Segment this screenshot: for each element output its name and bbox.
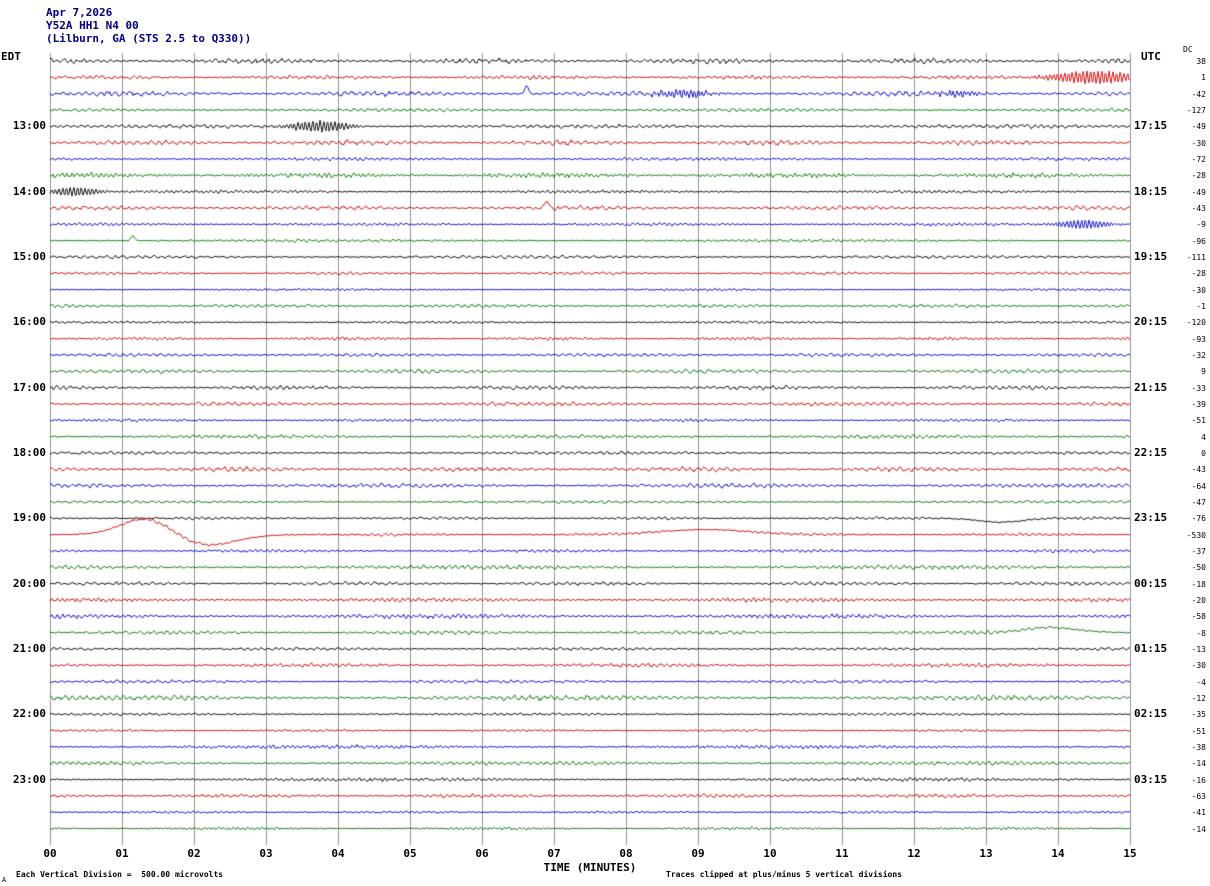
right-axis-label: UTC <box>1141 50 1161 63</box>
dc-offset-value: -51 <box>1191 416 1206 426</box>
dc-offset-value: -28 <box>1191 171 1206 181</box>
x-tick-label: 11 <box>835 847 849 860</box>
dc-offset-value: -38 <box>1191 742 1206 752</box>
dc-offset-value: -14 <box>1191 759 1206 769</box>
x-tick-label: 14 <box>1051 847 1065 860</box>
dc-offset-value: -4 <box>1196 677 1206 687</box>
dc-offset-value: -47 <box>1191 497 1206 507</box>
dc-offset-value: -51 <box>1191 726 1206 736</box>
dc-offset-value: -28 <box>1191 269 1206 279</box>
dc-offset-value: -49 <box>1191 122 1206 132</box>
left-time-label: 22:00 <box>12 707 46 721</box>
dc-offset-value: -120 <box>1186 318 1206 328</box>
right-time-label: 02:15 <box>1134 707 1168 721</box>
dc-offset-value: -64 <box>1191 481 1206 491</box>
right-time-label: 03:15 <box>1134 772 1168 786</box>
dc-offset-value: -33 <box>1191 383 1206 393</box>
right-time-label: 01:15 <box>1134 641 1168 655</box>
dc-offset-value: -41 <box>1191 808 1206 818</box>
dc-offset-value: -50 <box>1191 563 1206 573</box>
clip-note: Traces clipped at plus/minus 5 vertical … <box>666 870 903 879</box>
dc-offset-value: -30 <box>1191 138 1206 148</box>
dc-offset-value: -43 <box>1191 465 1206 475</box>
right-time-label: 00:15 <box>1134 576 1168 590</box>
dc-offset-value: -42 <box>1191 89 1206 99</box>
x-tick-label: 01 <box>115 847 129 860</box>
dc-offset-value: -49 <box>1191 187 1206 197</box>
x-tick-label: 09 <box>691 847 705 860</box>
x-tick-label: 12 <box>907 847 921 860</box>
dc-offset-value: -12 <box>1191 693 1206 703</box>
dc-offset-value: 9 <box>1201 367 1206 377</box>
x-tick-label: 06 <box>475 847 489 860</box>
left-time-label: 14:00 <box>12 184 46 198</box>
left-time-label: 16:00 <box>12 315 46 329</box>
x-axis-title: TIME (MINUTES) <box>543 861 637 874</box>
left-time-label: 13:00 <box>12 119 46 133</box>
dc-offset-value: -530 <box>1186 530 1206 540</box>
left-time-label: 23:00 <box>12 772 46 786</box>
dc-offset-value: -30 <box>1191 661 1206 671</box>
dc-offset-value: 1 <box>1201 73 1206 83</box>
dc-offset-value: -1 <box>1196 301 1206 311</box>
dc-column-label: DC <box>1183 45 1193 54</box>
left-axis-label: EDT <box>1 50 21 63</box>
x-tick-label: 03 <box>259 847 273 860</box>
right-time-label: 18:15 <box>1134 184 1168 198</box>
x-tick-label: 02 <box>187 847 201 860</box>
header-location: (Lilburn, GA (STS 2.5 to Q330)) <box>46 32 252 45</box>
x-tick-label: 00 <box>43 847 57 860</box>
x-tick-label: 07 <box>547 847 561 860</box>
left-time-label: 15:00 <box>12 249 46 263</box>
dc-offset-value: -35 <box>1191 710 1206 720</box>
dc-offset-value: -16 <box>1191 775 1206 785</box>
right-time-label: 20:15 <box>1134 315 1168 329</box>
scale-note: Each Vertical Division = 500.00 microvol… <box>16 870 224 879</box>
left-time-label: 20:00 <box>12 576 46 590</box>
dc-offset-value: -8 <box>1196 628 1206 638</box>
x-tick-label: 05 <box>403 847 417 860</box>
dc-offset-value: -76 <box>1191 514 1206 524</box>
corner-logo: A <box>2 876 7 884</box>
x-tick-label: 10 <box>763 847 777 860</box>
right-time-label: 17:15 <box>1134 119 1168 133</box>
dc-offset-value: -20 <box>1191 595 1206 605</box>
left-time-label: 19:00 <box>12 511 46 525</box>
left-time-label: 18:00 <box>12 445 46 459</box>
x-tick-label: 08 <box>619 847 633 860</box>
dc-offset-value: -58 <box>1191 612 1206 622</box>
dc-offset-value: 4 <box>1201 432 1206 442</box>
dc-offset-value: -93 <box>1191 334 1206 344</box>
x-tick-label: 13 <box>979 847 993 860</box>
dc-offset-value: -96 <box>1191 236 1206 246</box>
dc-offset-value: -9 <box>1196 220 1206 230</box>
header-station: Y52A HH1 N4 00 <box>46 19 139 32</box>
dc-offset-value: -37 <box>1191 546 1206 556</box>
right-time-label: 19:15 <box>1134 249 1168 263</box>
right-time-label: 23:15 <box>1134 511 1168 525</box>
dc-offset-value: -18 <box>1191 579 1206 589</box>
dc-offset-value: -63 <box>1191 791 1206 801</box>
dc-offset-value: -111 <box>1186 252 1206 262</box>
right-time-label: 21:15 <box>1134 380 1168 394</box>
x-tick-label: 15 <box>1123 847 1137 860</box>
dc-offset-value: -39 <box>1191 399 1206 409</box>
dc-offset-value: 38 <box>1196 57 1206 66</box>
header-date: Apr 7,2026 <box>46 6 113 19</box>
dc-offset-value: -14 <box>1191 824 1206 834</box>
right-time-label: 22:15 <box>1134 445 1168 459</box>
dc-offset-value: -127 <box>1186 105 1206 115</box>
dc-offset-value: -30 <box>1191 285 1206 295</box>
left-time-label: 21:00 <box>12 641 46 655</box>
dc-offset-value: -43 <box>1191 203 1206 213</box>
dc-offset-value: -13 <box>1191 644 1206 654</box>
x-tick-label: 04 <box>331 847 345 860</box>
dc-offset-value: -72 <box>1191 154 1206 164</box>
dc-offset-value: -32 <box>1191 350 1206 360</box>
dc-offset-value: 0 <box>1201 448 1206 458</box>
left-time-label: 17:00 <box>12 380 46 394</box>
